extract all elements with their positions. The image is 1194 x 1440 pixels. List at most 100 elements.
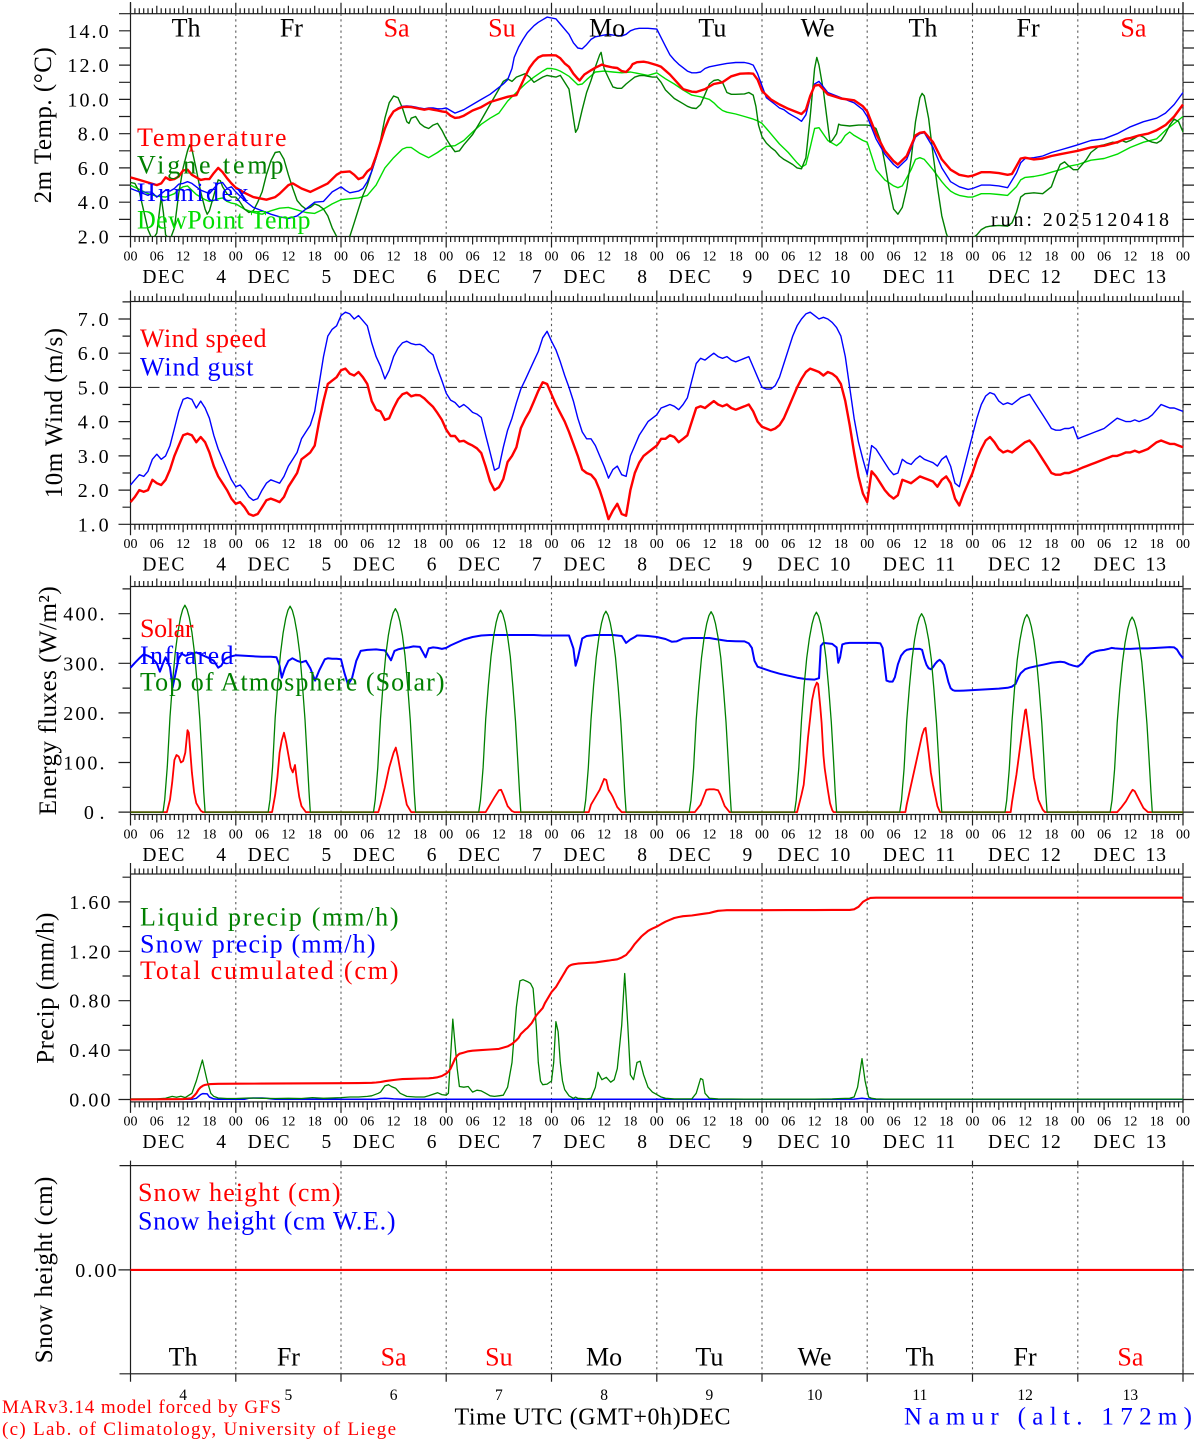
svg-text:12: 12 (492, 1115, 506, 1130)
svg-text:18: 18 (939, 249, 953, 264)
svg-text:18: 18 (1150, 1115, 1164, 1130)
svg-text:6: 6 (427, 267, 437, 288)
svg-text:Su: Su (488, 13, 515, 42)
svg-text:00: 00 (334, 537, 348, 552)
svg-text:DEC: DEC (669, 267, 713, 288)
svg-text:12: 12 (281, 537, 295, 552)
svg-text:00: 00 (860, 537, 874, 552)
svg-text:8: 8 (600, 1387, 608, 1404)
svg-text:18: 18 (518, 1115, 532, 1130)
svg-text:12: 12 (913, 827, 927, 842)
svg-text:06: 06 (781, 827, 795, 842)
svg-text:DEC: DEC (778, 845, 822, 866)
svg-text:18: 18 (834, 1115, 848, 1130)
svg-text:12: 12 (702, 249, 716, 264)
svg-text:13: 13 (1146, 1132, 1168, 1153)
svg-text:0.40: 0.40 (69, 1040, 110, 1062)
svg-text:18: 18 (518, 249, 532, 264)
svg-text:12: 12 (1017, 1387, 1033, 1404)
svg-text:12: 12 (597, 827, 611, 842)
svg-text:12: 12 (808, 249, 822, 264)
svg-text:06: 06 (466, 827, 480, 842)
svg-text:Time UTC (GMT+0h)DEC: Time UTC (GMT+0h)DEC (455, 1405, 731, 1431)
svg-text:18: 18 (308, 1115, 322, 1130)
svg-text:Th: Th (908, 13, 937, 42)
svg-text:DEC: DEC (563, 555, 607, 576)
svg-text:Snow height (cm): Snow height (cm) (31, 1176, 58, 1363)
svg-text:DEC: DEC (1093, 555, 1137, 576)
svg-text:12: 12 (913, 1115, 927, 1130)
svg-text:10: 10 (830, 267, 852, 288)
svg-text:06: 06 (571, 537, 585, 552)
svg-text:00: 00 (229, 827, 243, 842)
svg-text:Mo: Mo (589, 13, 625, 42)
svg-text:9: 9 (743, 1132, 753, 1153)
svg-text:Liquid precip (mm/h): Liquid precip (mm/h) (140, 903, 399, 932)
svg-text:06: 06 (887, 537, 901, 552)
svg-text:00: 00 (545, 1115, 559, 1130)
svg-text:06: 06 (255, 249, 269, 264)
svg-text:18: 18 (623, 537, 637, 552)
svg-text:Snow height (cm W.E.): Snow height (cm W.E.) (138, 1207, 396, 1236)
svg-text:DEC: DEC (883, 555, 927, 576)
svg-text:11: 11 (935, 1132, 956, 1153)
svg-text:18: 18 (729, 827, 743, 842)
svg-text:06: 06 (360, 827, 374, 842)
svg-text:12: 12 (1018, 1115, 1032, 1130)
svg-text:9: 9 (706, 1387, 714, 1404)
svg-text:Tu: Tu (695, 1343, 723, 1372)
svg-text:6.0: 6.0 (78, 343, 109, 365)
svg-text:00: 00 (229, 537, 243, 552)
svg-text:12: 12 (387, 1115, 401, 1130)
svg-text:12: 12 (281, 249, 295, 264)
svg-text:06: 06 (360, 1115, 374, 1130)
svg-text:18: 18 (729, 537, 743, 552)
svg-text:12: 12 (176, 249, 190, 264)
svg-text:00: 00 (860, 249, 874, 264)
svg-text:18: 18 (1150, 537, 1164, 552)
svg-text:06: 06 (150, 537, 164, 552)
svg-text:Infrared: Infrared (140, 641, 234, 670)
svg-text:DEC: DEC (142, 845, 186, 866)
svg-text:DEC: DEC (248, 1132, 292, 1153)
svg-text:8: 8 (637, 555, 647, 576)
svg-text:0.80: 0.80 (69, 991, 110, 1013)
svg-text:00: 00 (545, 537, 559, 552)
svg-text:12: 12 (281, 827, 295, 842)
svg-text:00: 00 (124, 1115, 138, 1130)
svg-text:DEC: DEC (778, 267, 822, 288)
svg-text:Th: Th (905, 1343, 934, 1372)
svg-text:12: 12 (1123, 1115, 1137, 1130)
svg-text:DewPoint Temp: DewPoint Temp (137, 206, 311, 235)
svg-text:DEC: DEC (458, 555, 502, 576)
svg-text:2.0: 2.0 (78, 480, 109, 502)
svg-text:12: 12 (1040, 845, 1062, 866)
svg-text:8: 8 (637, 1132, 647, 1153)
svg-text:6: 6 (427, 845, 437, 866)
svg-text:4: 4 (216, 267, 226, 288)
svg-text:11: 11 (935, 845, 956, 866)
svg-text:4: 4 (179, 1387, 187, 1404)
svg-text:00: 00 (755, 249, 769, 264)
svg-text:00: 00 (650, 827, 664, 842)
svg-text:00: 00 (966, 1115, 980, 1130)
svg-text:Temperature: Temperature (137, 123, 287, 152)
svg-text:12: 12 (1123, 827, 1137, 842)
svg-text:4: 4 (216, 555, 226, 576)
svg-text:DEC: DEC (778, 555, 822, 576)
svg-text:00: 00 (334, 1115, 348, 1130)
svg-text:9: 9 (743, 267, 753, 288)
svg-text:8: 8 (637, 267, 647, 288)
svg-text:06: 06 (571, 249, 585, 264)
svg-text:Top of Atmosphere (Solar): Top of Atmosphere (Solar) (140, 668, 445, 697)
svg-text:00: 00 (650, 537, 664, 552)
svg-text:12: 12 (808, 537, 822, 552)
svg-text:18: 18 (202, 1115, 216, 1130)
svg-text:00: 00 (1071, 827, 1085, 842)
svg-text:Wind gust: Wind gust (140, 353, 254, 382)
svg-text:12: 12 (1040, 555, 1062, 576)
svg-text:06: 06 (255, 1115, 269, 1130)
svg-text:12: 12 (702, 537, 716, 552)
svg-text:06: 06 (466, 249, 480, 264)
svg-text:12: 12 (1040, 1132, 1062, 1153)
